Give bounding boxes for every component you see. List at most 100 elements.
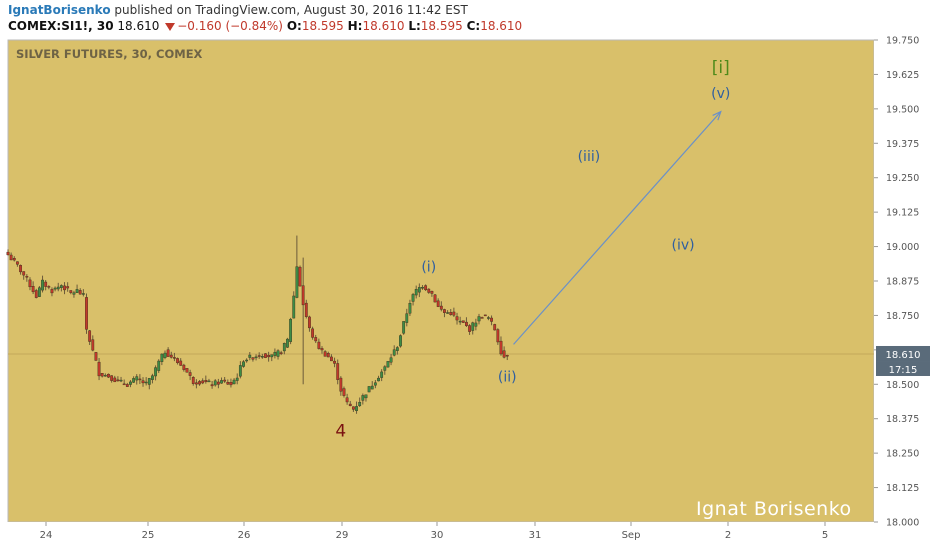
candle-body [182, 364, 186, 370]
candle-body [41, 279, 44, 291]
candle-body [405, 313, 409, 323]
wave-label[interactable]: (v) [711, 86, 730, 102]
candle-body [97, 361, 101, 377]
candle-body [229, 382, 233, 386]
low-value: 18.595 [420, 19, 463, 33]
candle-body [25, 276, 29, 278]
candle-body [417, 287, 421, 293]
y-tick-label: 18.125 [886, 483, 919, 494]
candle-body [370, 385, 374, 390]
wave-label-4[interactable]: 4 [335, 422, 346, 442]
candle-body [12, 258, 16, 261]
candle-body [226, 382, 230, 385]
price-axis[interactable] [874, 40, 932, 522]
candle-body [342, 388, 346, 396]
candle-body [254, 356, 258, 359]
x-tick-label: 31 [529, 530, 542, 541]
candle-body [248, 354, 252, 358]
candle-body [69, 290, 73, 293]
candle-body [355, 406, 358, 411]
x-tick-label: 2 [725, 530, 731, 541]
candle-body [88, 330, 92, 342]
wave-label[interactable]: (iii) [578, 149, 601, 165]
wave-label[interactable]: (i) [421, 259, 436, 275]
candle-body [496, 329, 500, 343]
candle-body [292, 295, 296, 319]
candle-body [107, 373, 110, 378]
candle-body [94, 352, 98, 361]
candle-body [113, 377, 117, 383]
candle-body [163, 352, 167, 358]
candle-body [19, 265, 22, 273]
candle-body [352, 406, 355, 410]
candle-body [85, 297, 88, 330]
author-link[interactable]: IgnatBorisenko [8, 3, 111, 17]
candle-body [411, 294, 415, 302]
candle-body [330, 356, 333, 362]
y-tick-label: 19.625 [886, 70, 919, 81]
candle-body [245, 359, 249, 362]
candle-body [75, 289, 79, 293]
candle-body [386, 361, 390, 368]
candle-body [116, 379, 120, 382]
candle-body [56, 286, 60, 290]
plot-area[interactable] [7, 39, 875, 523]
candle-body [235, 377, 239, 381]
high-value: 18.610 [362, 19, 405, 33]
symbol-label: COMEX:SI1!, 30 [8, 19, 114, 33]
time-axis[interactable] [0, 522, 932, 550]
last-price-badge [876, 345, 930, 362]
candle-body [377, 377, 380, 382]
candle-body [238, 365, 242, 377]
candle-body [443, 309, 446, 313]
candle-body [267, 354, 271, 358]
candle-body [22, 271, 26, 276]
candle-body [502, 350, 506, 358]
wave-label-major[interactable]: [i] [712, 58, 730, 78]
price-chart[interactable]: 18.00018.12518.25018.37518.50018.62518.7… [0, 36, 932, 550]
candle-body [320, 348, 324, 351]
y-tick-label: 19.500 [886, 104, 919, 115]
y-tick-label: 19.250 [886, 173, 919, 184]
candle-body [144, 381, 148, 384]
candle-body [336, 363, 340, 380]
candle-body [487, 317, 490, 319]
candle-body [129, 381, 132, 385]
candle-body [471, 322, 475, 331]
candle-body [358, 401, 362, 407]
projection-arrow[interactable] [513, 111, 722, 345]
candle-body [452, 311, 456, 316]
candle-body [383, 366, 387, 371]
candle-body [185, 368, 189, 373]
candle-body [38, 287, 41, 297]
candle-body [474, 322, 478, 327]
low-label: L: [408, 19, 421, 33]
candle-body [289, 318, 292, 342]
candle-body [157, 360, 161, 371]
candle-body [392, 349, 396, 356]
wave-label[interactable]: (ii) [498, 370, 517, 386]
candle-body [317, 341, 321, 349]
candle-body [257, 355, 261, 357]
candle-body [483, 314, 487, 317]
candle-body [480, 317, 484, 319]
candle-body [424, 285, 428, 291]
candle-body [389, 357, 393, 363]
ohlc-line: COMEX:SI1!, 30 18.610 −0.160 (−0.84%) O:… [8, 19, 522, 33]
candle-body [449, 312, 453, 315]
candle-body [176, 358, 179, 364]
y-tick-label: 19.750 [886, 36, 919, 47]
candle-body [399, 335, 402, 347]
wave-label[interactable]: (iv) [672, 237, 695, 253]
candle-body [242, 361, 245, 367]
candle-body [216, 381, 220, 385]
x-tick-label: Sep [622, 530, 641, 541]
candle-body [446, 312, 449, 314]
candle-body [461, 320, 465, 323]
chart-header: IgnatBorisenko published on TradingView.… [0, 0, 932, 36]
candle-body [298, 266, 302, 287]
candle-body [333, 360, 336, 364]
candle-body [34, 290, 38, 298]
candle-body [314, 337, 318, 342]
candle-body [198, 381, 201, 385]
